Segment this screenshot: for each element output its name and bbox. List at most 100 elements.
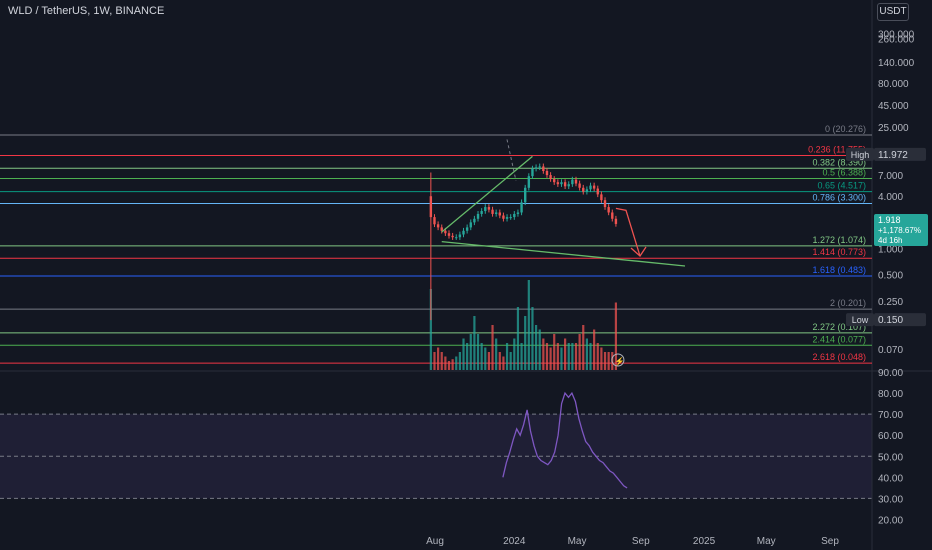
- fib-level-label: 0.236 (11.755): [808, 145, 866, 155]
- candle-body: [596, 188, 599, 195]
- candle[interactable]: [455, 234, 458, 240]
- candle[interactable]: [447, 230, 451, 239]
- candle[interactable]: [451, 232, 454, 240]
- candle-body: [498, 212, 501, 216]
- volume-bar: [600, 347, 603, 370]
- volume-bar: [513, 338, 516, 370]
- time-tick-label: May: [568, 536, 587, 547]
- time-tick-label: May: [757, 536, 776, 547]
- candle[interactable]: [487, 204, 491, 213]
- candle[interactable]: [476, 211, 480, 222]
- candle-body: [484, 207, 487, 212]
- candle[interactable]: [440, 224, 443, 234]
- candle[interactable]: [513, 211, 516, 220]
- candle[interactable]: [542, 163, 545, 174]
- drawings[interactable]: ⚡: [441, 139, 686, 367]
- candle[interactable]: [473, 215, 476, 226]
- candle[interactable]: [494, 209, 498, 217]
- candle[interactable]: [520, 199, 523, 216]
- candle-body: [538, 166, 541, 168]
- candle[interactable]: [527, 173, 531, 191]
- lightning-icon[interactable]: [611, 353, 625, 367]
- price-tick-label: 45.000: [878, 101, 909, 112]
- candle[interactable]: [614, 215, 618, 227]
- candle-body: [451, 235, 454, 238]
- candle[interactable]: [458, 231, 462, 240]
- price-tick-label: 260.000: [878, 35, 915, 46]
- candle[interactable]: [469, 219, 472, 231]
- volume-bar: [585, 338, 588, 370]
- candle[interactable]: [462, 227, 465, 238]
- candles[interactable]: [429, 163, 618, 321]
- candle[interactable]: [465, 224, 469, 234]
- time-tick-label: 2024: [503, 536, 526, 547]
- candle[interactable]: [600, 191, 603, 203]
- candle[interactable]: [534, 164, 538, 172]
- candle[interactable]: [480, 208, 483, 217]
- candle[interactable]: [585, 186, 589, 195]
- candle[interactable]: [433, 214, 436, 228]
- candle[interactable]: [563, 179, 567, 190]
- current-price-bg: [874, 213, 928, 246]
- candle-body: [542, 166, 545, 172]
- candle[interactable]: [545, 168, 549, 178]
- candle[interactable]: [531, 165, 534, 179]
- candle[interactable]: [498, 209, 501, 219]
- fib-level-label: 0.5 (6.388): [822, 168, 866, 178]
- falling-trendline[interactable]: [441, 240, 686, 267]
- volume-bar: [545, 343, 549, 370]
- candle-body: [607, 207, 610, 213]
- rsi-line: [502, 391, 628, 489]
- candle[interactable]: [567, 181, 570, 190]
- candle[interactable]: [505, 214, 509, 222]
- candle[interactable]: [578, 180, 581, 191]
- candle[interactable]: [574, 176, 578, 187]
- candle[interactable]: [516, 209, 520, 217]
- candle[interactable]: [596, 185, 599, 198]
- candle[interactable]: [611, 209, 614, 222]
- candle[interactable]: [429, 172, 433, 321]
- current-price-value: 1.918: [878, 215, 901, 225]
- candle[interactable]: [549, 172, 552, 182]
- candle-body: [487, 207, 491, 210]
- rsi-pane: 90.00 80.00 70.00 60.00 50.00 40.00 30.00 20.00: [0, 368, 932, 526]
- currency-button[interactable]: USDT: [877, 3, 909, 21]
- candle[interactable]: [571, 176, 574, 187]
- volume-bar: [480, 343, 483, 370]
- volume-bar: [564, 338, 567, 370]
- candle[interactable]: [582, 184, 585, 195]
- fibonacci-levels[interactable]: 0 (20.276) 0.236 (11.755) 0.382 (8.390)0.5…: [0, 124, 872, 364]
- candle[interactable]: [603, 197, 607, 210]
- candle[interactable]: [556, 179, 560, 187]
- candle[interactable]: [509, 214, 512, 220]
- volume-bar: [524, 316, 527, 370]
- candle-body: [560, 182, 563, 185]
- price-tick-label: 1.000: [878, 245, 903, 256]
- volume-bar: [549, 347, 552, 370]
- badge-value-bg: [874, 313, 926, 327]
- candle-body: [473, 218, 476, 223]
- candle[interactable]: [589, 182, 592, 193]
- candle[interactable]: [553, 176, 556, 185]
- volume-bar: [567, 343, 570, 370]
- volume-bar: [578, 334, 581, 370]
- volume-bar: [520, 343, 523, 370]
- rsi-tick-label: 90.00: [878, 368, 903, 379]
- rising-trendline[interactable]: [441, 155, 533, 233]
- volume-bar: [516, 307, 520, 370]
- candle-body: [440, 227, 443, 231]
- candle[interactable]: [607, 204, 610, 216]
- fib-level-label: 2.272 (0.107): [812, 322, 866, 332]
- candle[interactable]: [502, 212, 505, 222]
- candle[interactable]: [560, 179, 563, 187]
- candle[interactable]: [538, 163, 541, 171]
- candle[interactable]: [523, 184, 527, 206]
- candle[interactable]: [436, 221, 440, 231]
- candle[interactable]: [484, 204, 487, 214]
- candle[interactable]: [491, 206, 494, 217]
- volume-bar: [553, 334, 556, 370]
- candle[interactable]: [592, 182, 596, 192]
- projection-arrow[interactable]: [615, 207, 641, 257]
- symbol-title[interactable]: WLD / TetherUS, 1W, BINANCE: [8, 5, 165, 17]
